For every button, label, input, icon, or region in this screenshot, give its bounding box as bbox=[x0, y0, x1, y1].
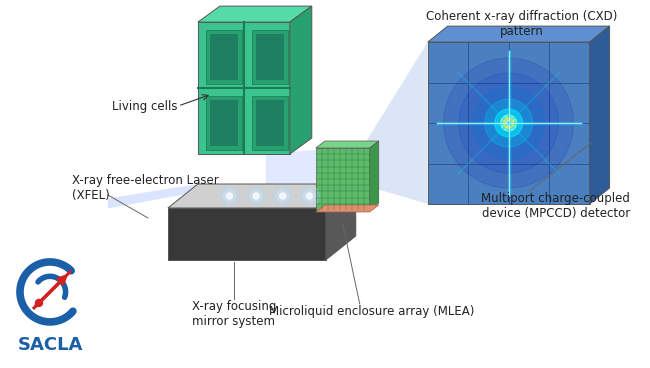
Text: Coherent x-ray diffraction (CXD)
pattern: Coherent x-ray diffraction (CXD) pattern bbox=[426, 10, 618, 38]
Circle shape bbox=[473, 87, 545, 159]
Polygon shape bbox=[428, 26, 610, 42]
Text: Microliquid enclosure array (MLEA): Microliquid enclosure array (MLEA) bbox=[269, 305, 474, 318]
Circle shape bbox=[485, 99, 532, 147]
Polygon shape bbox=[198, 6, 312, 22]
Polygon shape bbox=[590, 26, 610, 204]
Text: Multiport charge-coupled
device (MPCCD) detector: Multiport charge-coupled device (MPCCD) … bbox=[481, 192, 630, 220]
Circle shape bbox=[226, 193, 233, 199]
Circle shape bbox=[224, 190, 235, 202]
Circle shape bbox=[459, 73, 558, 173]
Polygon shape bbox=[256, 34, 284, 80]
Polygon shape bbox=[252, 96, 288, 150]
Polygon shape bbox=[206, 96, 242, 150]
Circle shape bbox=[36, 300, 42, 307]
Polygon shape bbox=[316, 205, 379, 212]
Polygon shape bbox=[168, 184, 356, 208]
Text: X-ray free-electron Laser
(XFEL): X-ray free-electron Laser (XFEL) bbox=[72, 174, 218, 202]
Circle shape bbox=[280, 193, 286, 199]
Circle shape bbox=[304, 190, 315, 202]
Polygon shape bbox=[266, 150, 316, 208]
Polygon shape bbox=[370, 141, 379, 210]
Text: Living cells: Living cells bbox=[112, 100, 178, 113]
Polygon shape bbox=[343, 42, 428, 204]
Circle shape bbox=[504, 118, 514, 128]
Circle shape bbox=[444, 58, 573, 188]
Circle shape bbox=[277, 190, 289, 202]
Text: X-ray focusing
mirror system: X-ray focusing mirror system bbox=[192, 300, 276, 328]
Polygon shape bbox=[428, 42, 590, 204]
Polygon shape bbox=[210, 100, 238, 146]
Circle shape bbox=[300, 186, 319, 206]
Circle shape bbox=[220, 186, 239, 206]
Circle shape bbox=[253, 193, 259, 199]
Polygon shape bbox=[316, 141, 379, 148]
Text: SACLA: SACLA bbox=[18, 336, 83, 354]
Polygon shape bbox=[316, 148, 370, 210]
Circle shape bbox=[500, 115, 517, 131]
Polygon shape bbox=[198, 22, 290, 154]
Polygon shape bbox=[108, 184, 198, 208]
Circle shape bbox=[246, 186, 266, 206]
Polygon shape bbox=[206, 30, 242, 84]
Polygon shape bbox=[256, 100, 284, 146]
Circle shape bbox=[250, 190, 262, 202]
Polygon shape bbox=[168, 208, 326, 260]
Circle shape bbox=[495, 109, 523, 137]
Circle shape bbox=[306, 193, 313, 199]
Circle shape bbox=[506, 121, 511, 125]
Polygon shape bbox=[210, 34, 238, 80]
Polygon shape bbox=[290, 6, 312, 154]
Circle shape bbox=[273, 186, 292, 206]
Polygon shape bbox=[252, 30, 288, 84]
Polygon shape bbox=[326, 184, 356, 260]
